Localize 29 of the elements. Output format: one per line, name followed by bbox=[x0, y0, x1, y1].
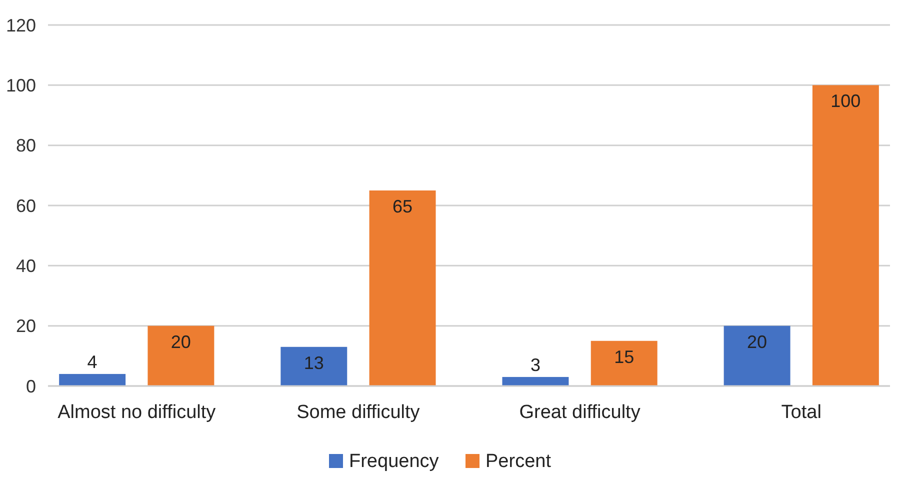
y-tick-label: 40 bbox=[16, 256, 36, 276]
data-label: 13 bbox=[304, 352, 324, 373]
bar bbox=[59, 374, 126, 386]
bar bbox=[280, 346, 348, 386]
x-tick-label: Total bbox=[781, 402, 822, 423]
data-label: 20 bbox=[170, 332, 191, 352]
y-tick-label: 80 bbox=[16, 136, 36, 156]
x-tick-label: Great difficulty bbox=[519, 402, 641, 423]
bar bbox=[724, 326, 790, 386]
bar bbox=[590, 340, 658, 386]
data-label: 15 bbox=[614, 346, 634, 367]
bar bbox=[369, 190, 436, 386]
data-label: 20 bbox=[747, 332, 768, 352]
y-tick-label: 100 bbox=[6, 75, 36, 96]
data-label: 3 bbox=[530, 354, 540, 375]
y-tick-label: 120 bbox=[6, 15, 36, 36]
data-label: 4 bbox=[87, 352, 98, 372]
data-label: 100 bbox=[830, 91, 861, 112]
bar bbox=[812, 85, 879, 386]
y-tick-label: 0 bbox=[26, 376, 36, 396]
data-label: 65 bbox=[392, 196, 413, 216]
legend-label: Percent bbox=[486, 450, 552, 472]
bar bbox=[502, 376, 569, 386]
y-tick-label: 60 bbox=[16, 196, 36, 216]
legend-label: Frequency bbox=[349, 450, 440, 472]
x-tick-label: Some difficulty bbox=[296, 402, 420, 423]
x-tick-label: Almost no difficulty bbox=[58, 402, 216, 423]
y-tick-label: 20 bbox=[16, 316, 36, 336]
bar bbox=[148, 326, 214, 386]
